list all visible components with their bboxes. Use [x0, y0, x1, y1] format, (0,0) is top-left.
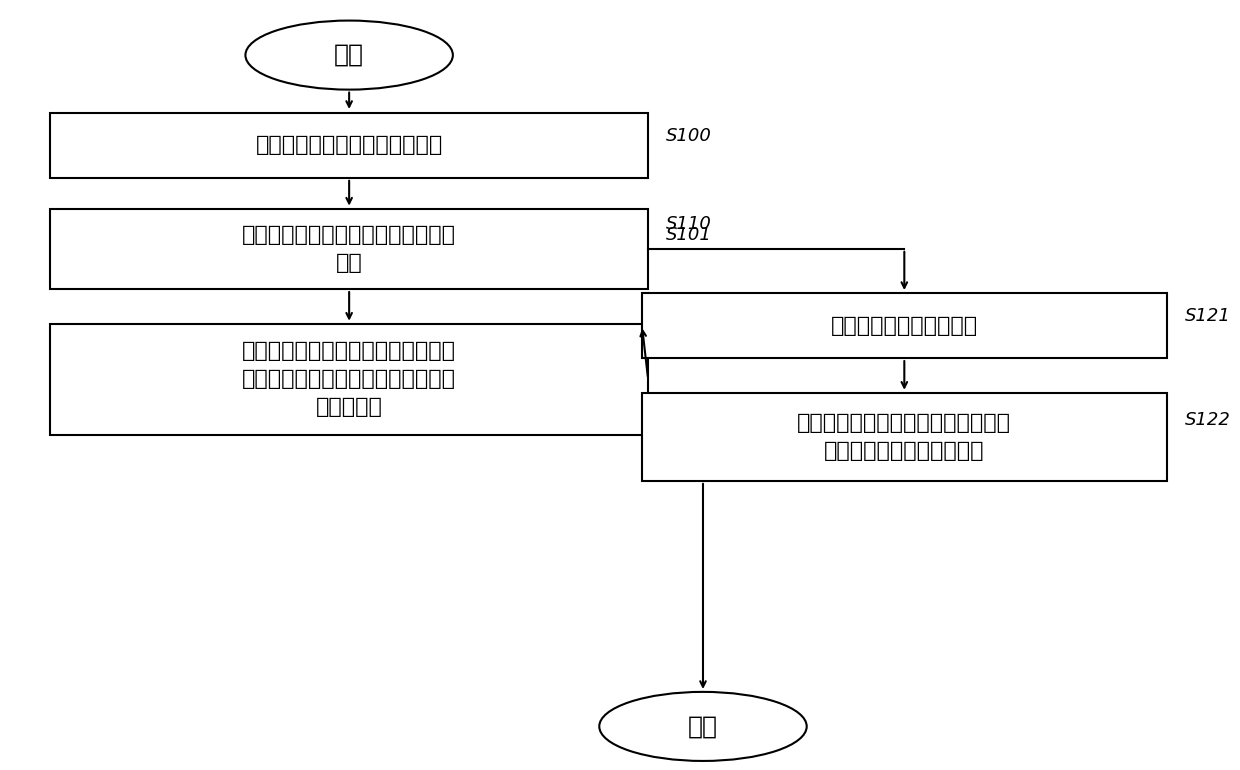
FancyBboxPatch shape	[50, 209, 649, 289]
FancyBboxPatch shape	[642, 293, 1167, 358]
Text: S121: S121	[1185, 307, 1231, 325]
FancyBboxPatch shape	[50, 323, 649, 435]
Text: 开始: 开始	[334, 43, 365, 67]
Text: 根据接收到的测量控制消息获取测量
数据: 根据接收到的测量控制消息获取测量 数据	[242, 225, 456, 273]
FancyBboxPatch shape	[642, 393, 1167, 481]
Text: 在满足上报条件时，将存储的测量数
据和时间间隔上报至网络侧: 在满足上报条件时，将存储的测量数 据和时间间隔上报至网络侧	[797, 413, 1012, 460]
Text: S101: S101	[666, 226, 712, 244]
Text: 存储测量数据和时间间隔: 存储测量数据和时间间隔	[831, 316, 978, 336]
Text: S122: S122	[1185, 410, 1231, 429]
Text: 结束: 结束	[688, 715, 718, 738]
FancyBboxPatch shape	[50, 112, 649, 178]
Text: S100: S100	[666, 126, 712, 145]
Text: 接收网络侧下发的测量控制消息: 接收网络侧下发的测量控制消息	[255, 136, 443, 156]
Text: 确定获得测量数据时的本地时间与接
收到测量控制消息时的本地时间之间
的时间间隔: 确定获得测量数据时的本地时间与接 收到测量控制消息时的本地时间之间 的时间间隔	[242, 341, 456, 417]
Text: S110: S110	[666, 215, 712, 233]
